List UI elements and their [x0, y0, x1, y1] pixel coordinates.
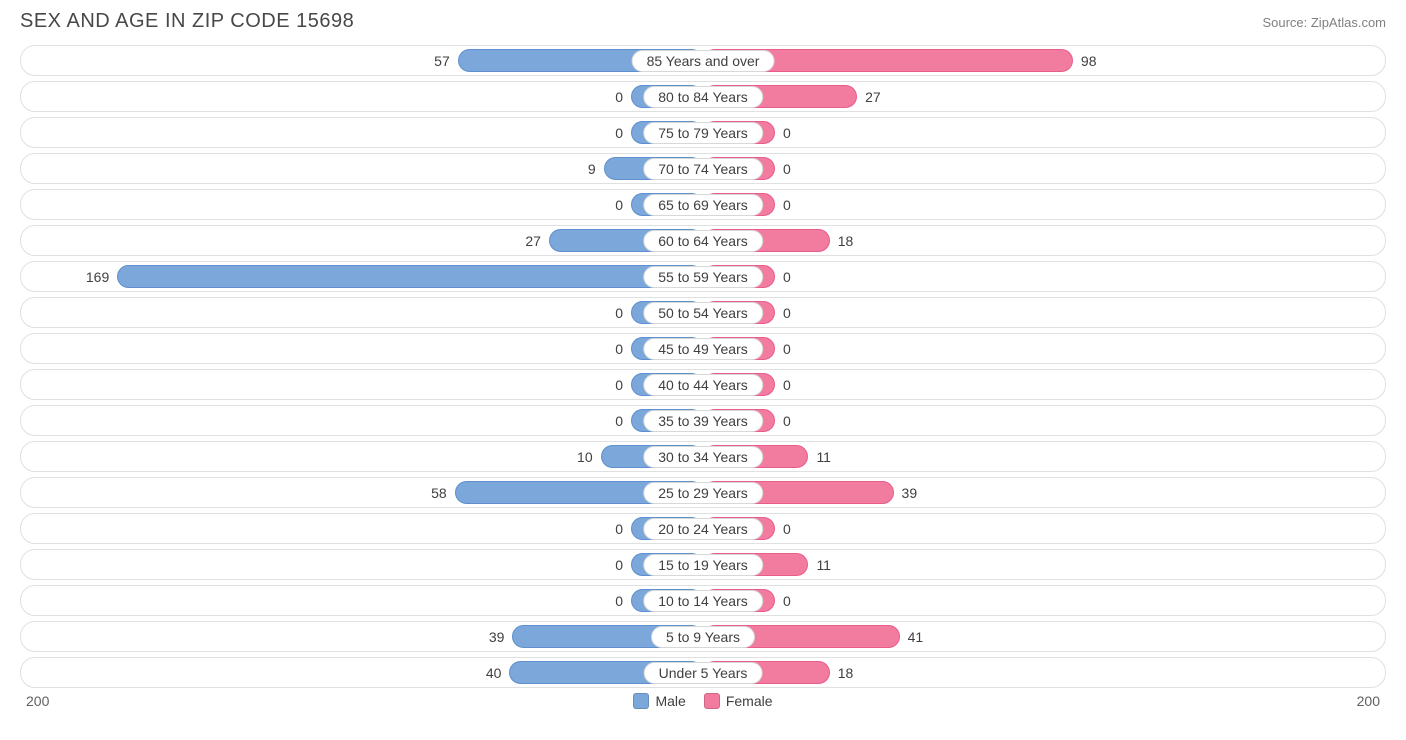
pyramid-row: 0 0 75 to 79 Years: [20, 117, 1386, 148]
female-value: 11: [816, 557, 831, 573]
pyramid-row: 0 0 10 to 14 Years: [20, 585, 1386, 616]
age-category-label: 25 to 29 Years: [643, 482, 763, 504]
pyramid-row: 0 11 15 to 19 Years: [20, 549, 1386, 580]
chart-container: SEX AND AGE IN ZIP CODE 15698 Source: Zi…: [0, 0, 1406, 719]
age-category-label: 55 to 59 Years: [643, 266, 763, 288]
age-category-label: 20 to 24 Years: [643, 518, 763, 540]
age-category-label: 30 to 34 Years: [643, 446, 763, 468]
chart-axis: 200 Male Female 200: [20, 693, 1386, 709]
female-value: 0: [783, 521, 791, 537]
male-value: 40: [486, 665, 502, 681]
legend-female-label: Female: [726, 693, 773, 709]
female-value: 11: [816, 449, 831, 465]
male-value: 0: [615, 413, 623, 429]
pyramid-row: 39 41 5 to 9 Years: [20, 621, 1386, 652]
male-value: 10: [577, 449, 593, 465]
age-category-label: 65 to 69 Years: [643, 194, 763, 216]
axis-left-max: 200: [26, 693, 49, 709]
age-category-label: 15 to 19 Years: [643, 554, 763, 576]
pyramid-row: 27 18 60 to 64 Years: [20, 225, 1386, 256]
age-category-label: 60 to 64 Years: [643, 230, 763, 252]
axis-right-max: 200: [1357, 693, 1380, 709]
female-value: 98: [1081, 53, 1097, 69]
age-category-label: 40 to 44 Years: [643, 374, 763, 396]
male-value: 39: [489, 629, 505, 645]
pyramid-row: 0 0 40 to 44 Years: [20, 369, 1386, 400]
female-value: 27: [865, 89, 881, 105]
pyramid-row: 0 0 50 to 54 Years: [20, 297, 1386, 328]
male-value: 0: [615, 89, 623, 105]
male-value: 0: [615, 341, 623, 357]
female-value: 0: [783, 125, 791, 141]
female-value: 18: [838, 233, 854, 249]
male-value: 27: [525, 233, 541, 249]
male-value: 0: [615, 305, 623, 321]
male-value: 0: [615, 125, 623, 141]
pyramid-row: 0 0 45 to 49 Years: [20, 333, 1386, 364]
female-value: 0: [783, 197, 791, 213]
age-category-label: Under 5 Years: [644, 662, 763, 684]
pyramid-row: 0 0 65 to 69 Years: [20, 189, 1386, 220]
legend-male: Male: [633, 693, 685, 709]
female-value: 0: [783, 413, 791, 429]
pyramid-row: 58 39 25 to 29 Years: [20, 477, 1386, 508]
age-category-label: 75 to 79 Years: [643, 122, 763, 144]
legend-female: Female: [704, 693, 773, 709]
chart-header: SEX AND AGE IN ZIP CODE 15698 Source: Zi…: [20, 10, 1386, 33]
male-value: 0: [615, 197, 623, 213]
female-value: 0: [783, 341, 791, 357]
age-category-label: 10 to 14 Years: [643, 590, 763, 612]
age-category-label: 35 to 39 Years: [643, 410, 763, 432]
pyramid-row: 0 0 35 to 39 Years: [20, 405, 1386, 436]
legend-male-label: Male: [655, 693, 685, 709]
male-value: 0: [615, 377, 623, 393]
male-swatch-icon: [633, 693, 649, 709]
pyramid-row: 40 18 Under 5 Years: [20, 657, 1386, 688]
pyramid-row: 0 0 20 to 24 Years: [20, 513, 1386, 544]
age-category-label: 85 Years and over: [632, 50, 775, 72]
age-category-label: 80 to 84 Years: [643, 86, 763, 108]
pyramid-row: 10 11 30 to 34 Years: [20, 441, 1386, 472]
male-value: 0: [615, 521, 623, 537]
female-value: 0: [783, 269, 791, 285]
female-value: 18: [838, 665, 854, 681]
chart-title: SEX AND AGE IN ZIP CODE 15698: [20, 10, 354, 33]
male-value: 58: [431, 485, 447, 501]
chart-source: Source: ZipAtlas.com: [1262, 15, 1386, 30]
pyramid-row: 9 0 70 to 74 Years: [20, 153, 1386, 184]
female-value: 41: [908, 629, 924, 645]
pyramid-row: 0 27 80 to 84 Years: [20, 81, 1386, 112]
female-value: 39: [902, 485, 918, 501]
age-category-label: 45 to 49 Years: [643, 338, 763, 360]
male-value: 0: [615, 557, 623, 573]
pyramid-row: 169 0 55 to 59 Years: [20, 261, 1386, 292]
age-category-label: 70 to 74 Years: [643, 158, 763, 180]
population-pyramid: 579885 Years and over02780 to 84 Years00…: [20, 45, 1386, 688]
pyramid-row: 57 98 85 Years and over: [20, 45, 1386, 76]
female-swatch-icon: [704, 693, 720, 709]
male-value: 57: [434, 53, 450, 69]
female-value: 0: [783, 161, 791, 177]
male-value: 9: [588, 161, 596, 177]
age-category-label: 50 to 54 Years: [643, 302, 763, 324]
male-bar: [117, 265, 703, 288]
chart-legend: Male Female: [633, 693, 772, 709]
female-value: 0: [783, 305, 791, 321]
male-value: 169: [86, 269, 109, 285]
age-category-label: 5 to 9 Years: [651, 626, 755, 648]
male-value: 0: [615, 593, 623, 609]
female-value: 0: [783, 593, 791, 609]
female-value: 0: [783, 377, 791, 393]
